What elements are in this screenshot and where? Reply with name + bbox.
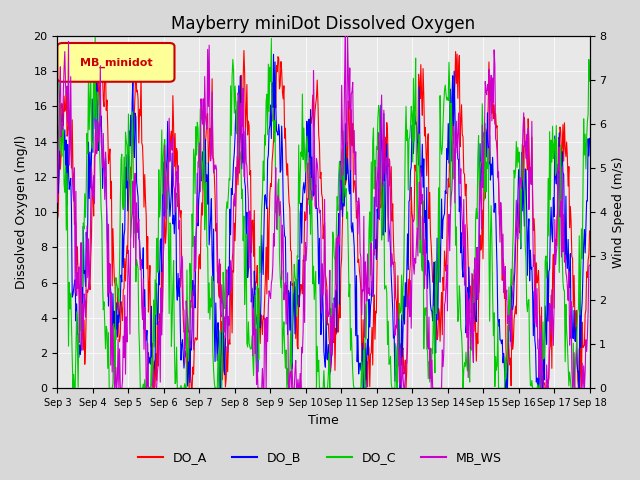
Title: Mayberry miniDot Dissolved Oxygen: Mayberry miniDot Dissolved Oxygen bbox=[172, 15, 476, 33]
Y-axis label: Dissolved Oxygen (mg/l): Dissolved Oxygen (mg/l) bbox=[15, 135, 28, 289]
FancyBboxPatch shape bbox=[58, 43, 175, 82]
Legend: DO_A, DO_B, DO_C, MB_WS: DO_A, DO_B, DO_C, MB_WS bbox=[133, 446, 507, 469]
Text: MB_minidot: MB_minidot bbox=[79, 57, 152, 68]
X-axis label: Time: Time bbox=[308, 414, 339, 427]
Y-axis label: Wind Speed (m/s): Wind Speed (m/s) bbox=[612, 156, 625, 268]
